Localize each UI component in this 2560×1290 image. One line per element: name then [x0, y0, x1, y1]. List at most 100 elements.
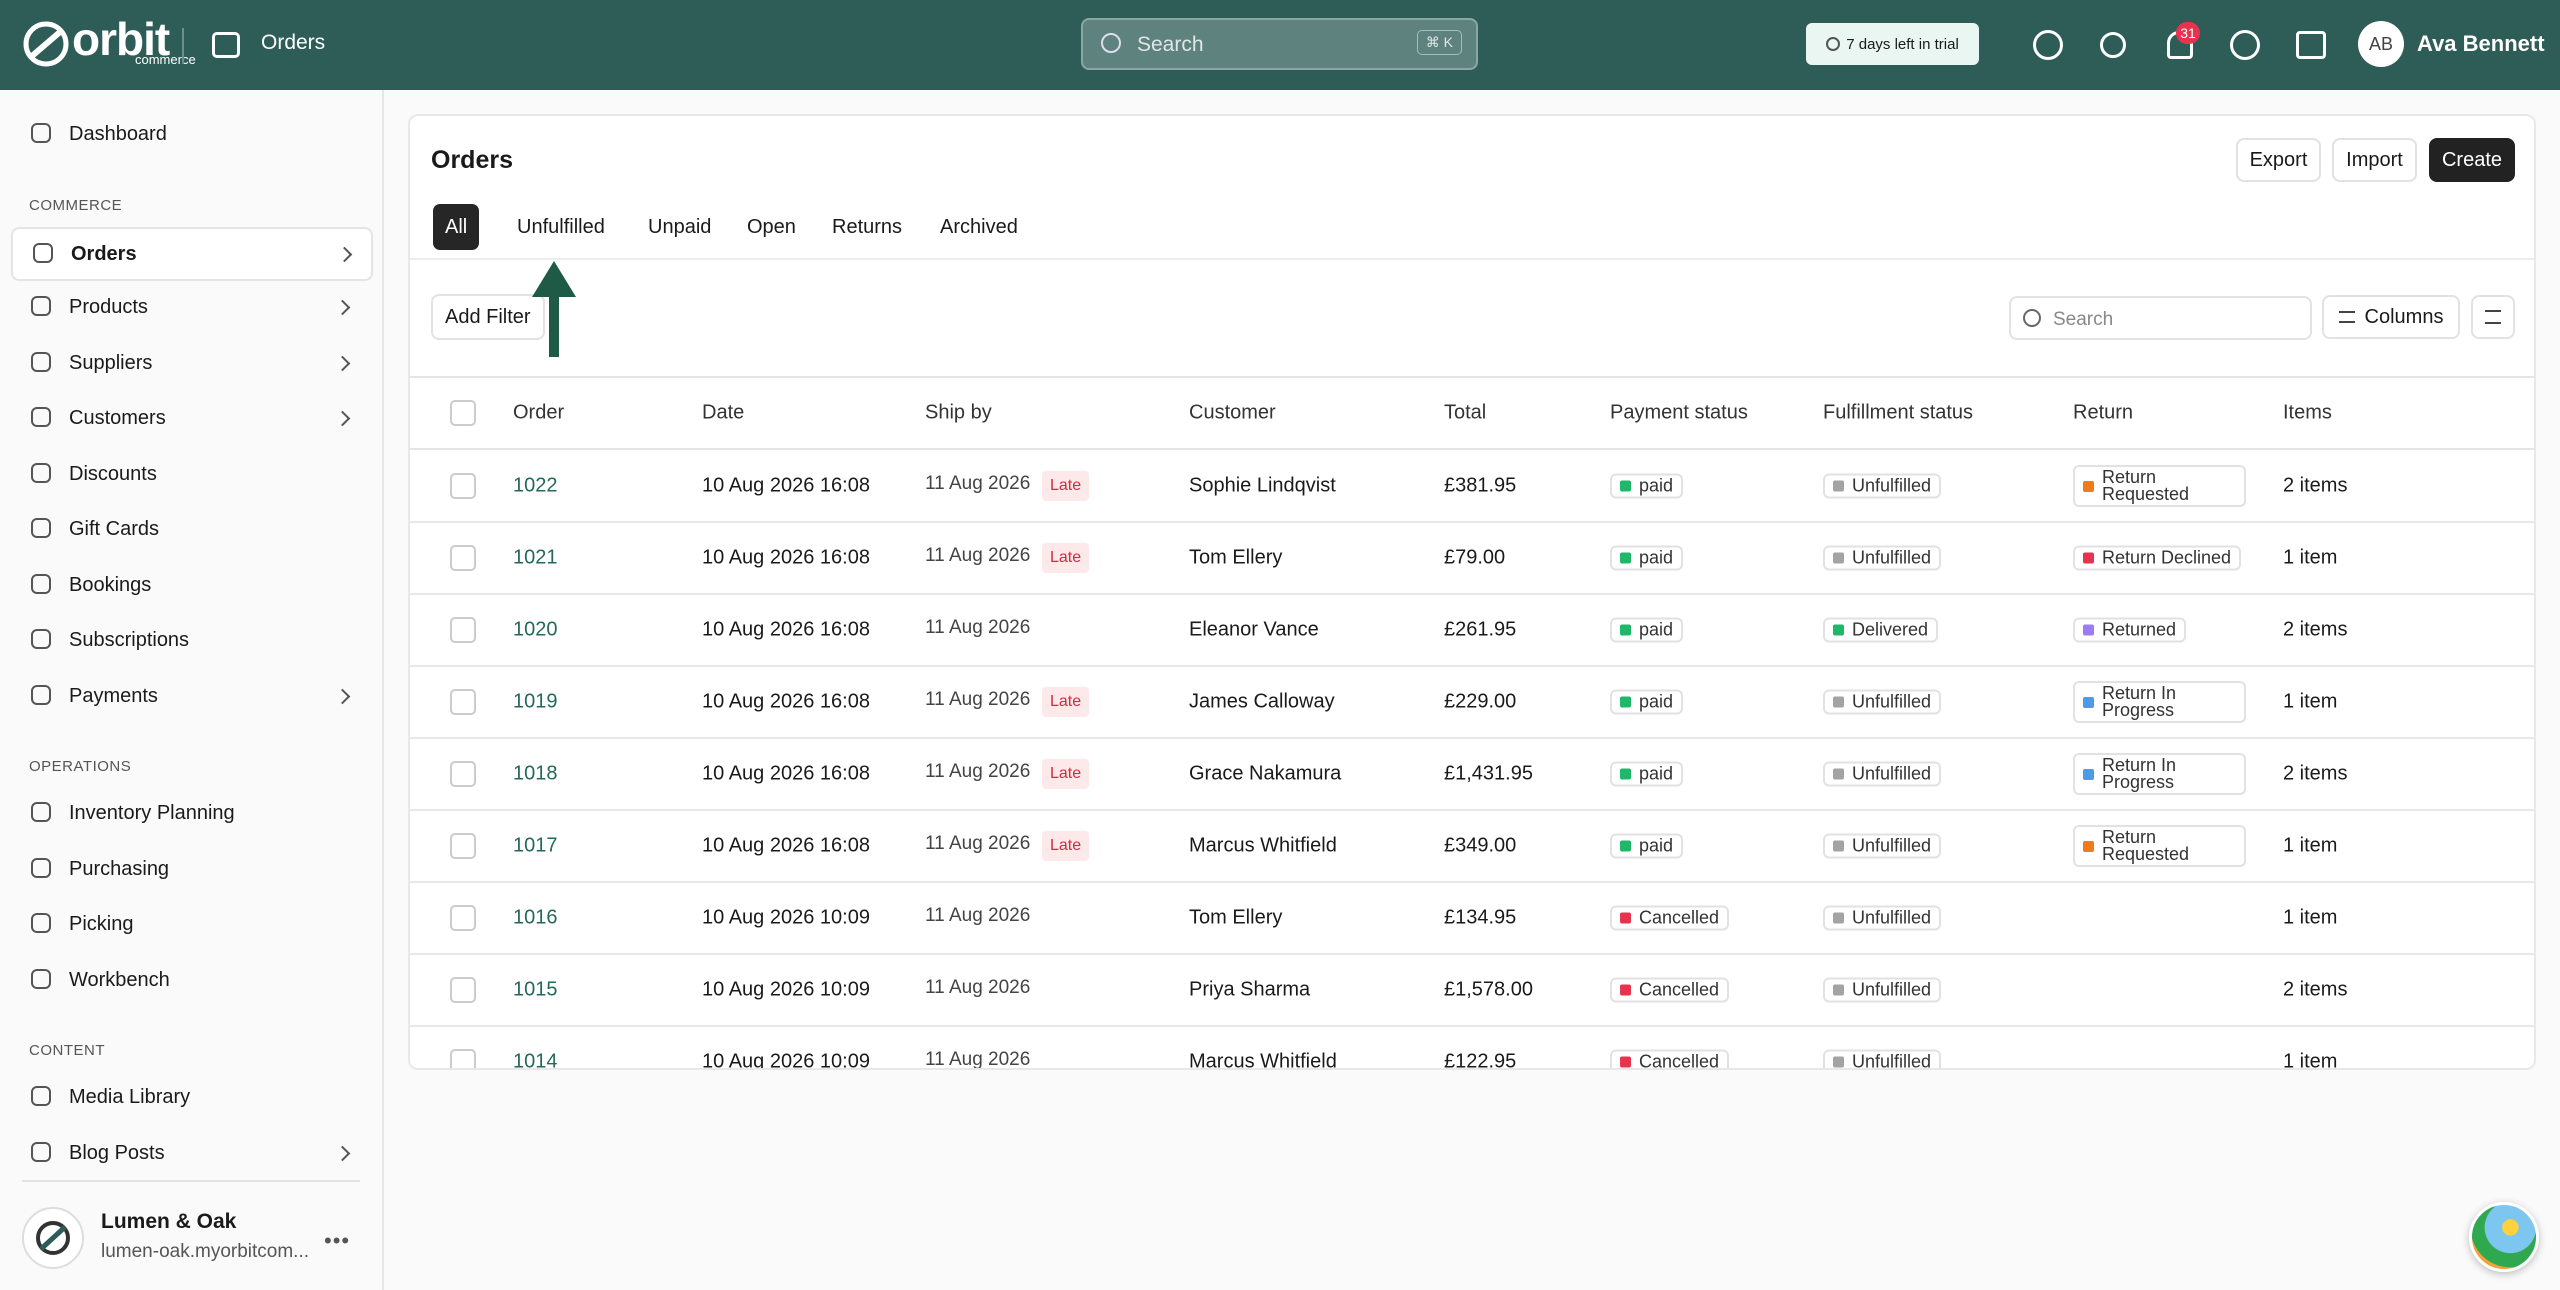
checkbox[interactable]: [450, 1049, 476, 1068]
order-link[interactable]: 1015: [513, 978, 558, 1001]
customer: Tom Ellery: [1189, 906, 1283, 929]
divider: [182, 28, 184, 64]
status-label: Return Requested: [2102, 827, 2190, 864]
row-border: [410, 521, 2534, 523]
tab[interactable]: Returns: [832, 216, 903, 238]
order-link[interactable]: 1016: [513, 906, 558, 929]
status-badge: Cancelled: [1610, 977, 1730, 1003]
checkbox[interactable]: [450, 400, 476, 426]
order-link[interactable]: 1018: [513, 762, 558, 785]
nav-label: Gift Cards: [69, 518, 160, 540]
nav-icon: [31, 573, 51, 594]
search-icon: [1101, 33, 1121, 53]
action-button[interactable]: Create: [2429, 138, 2515, 182]
search-box[interactable]: Search ⌘ K: [1081, 18, 1478, 70]
chevron: [334, 1145, 351, 1161]
checkbox[interactable]: [450, 833, 476, 859]
checkbox[interactable]: [450, 689, 476, 715]
sidebar-toggle[interactable]: [212, 32, 240, 58]
action-button[interactable]: Export: [2236, 138, 2321, 182]
nav-item[interactable]: Dashboard: [11, 109, 373, 163]
logo-mark: [23, 21, 69, 67]
nav-item[interactable]: Picking: [11, 899, 373, 953]
chevron: [334, 688, 351, 704]
customer: Tom Ellery: [1189, 546, 1283, 569]
tab[interactable]: Unpaid: [648, 216, 712, 238]
order-link[interactable]: 1019: [513, 690, 558, 713]
theme-icon[interactable]: [2100, 32, 2126, 58]
nav-label: Products: [69, 296, 148, 318]
checkbox[interactable]: [450, 977, 476, 1003]
checkbox[interactable]: [450, 761, 476, 787]
nav-item[interactable]: Payments: [11, 671, 373, 725]
nav-item[interactable]: Discounts: [11, 449, 373, 503]
tab[interactable]: Unfulfilled: [517, 216, 605, 238]
user-name[interactable]: Ava Bennett: [2417, 31, 2545, 56]
order-date: 10 Aug 2026 16:08: [702, 618, 870, 641]
store-menu[interactable]: •••: [324, 1228, 351, 1253]
store-icon[interactable]: [2296, 31, 2326, 59]
nav-item[interactable]: Suppliers: [11, 338, 373, 392]
nav-label: Payments: [69, 684, 158, 707]
total: £1,431.95: [1444, 762, 1533, 785]
nav-item[interactable]: Gift Cards: [11, 504, 373, 558]
items: 2 items: [2283, 618, 2348, 641]
tab[interactable]: All: [433, 204, 480, 250]
status-badge: Return Declined: [2073, 545, 2242, 571]
trial-badge[interactable]: 7 days left in trial: [1806, 23, 1979, 65]
nav-item[interactable]: Products: [11, 282, 373, 336]
tab[interactable]: Archived: [940, 216, 1018, 238]
nav-item[interactable]: Bookings: [11, 560, 373, 614]
nav-item[interactable]: Blog Posts: [11, 1128, 373, 1182]
checkbox[interactable]: [450, 905, 476, 931]
store-name: Lumen & Oak: [101, 1210, 237, 1233]
nav-label: Blog Posts: [69, 1141, 165, 1164]
nav-item[interactable]: Inventory Planning: [11, 788, 373, 842]
status-label: paid: [1639, 835, 1674, 856]
status-label: paid: [1639, 547, 1674, 568]
columns-button[interactable]: Columns: [2322, 295, 2460, 339]
notification-count: 31: [2176, 22, 2200, 44]
checkbox[interactable]: [450, 617, 476, 643]
divider: [22, 1180, 360, 1182]
status-label: paid: [1639, 763, 1674, 784]
chevron: [336, 246, 353, 262]
status-badge: Return In Progress: [2073, 681, 2246, 723]
status-label: Return In Progress: [2102, 683, 2177, 720]
add-filter-button[interactable]: Add Filter: [431, 294, 545, 340]
action-button[interactable]: Import: [2332, 138, 2417, 182]
assistant-icon[interactable]: [2033, 30, 2063, 60]
header-border: [410, 448, 2534, 450]
order-link[interactable]: 1020: [513, 618, 558, 641]
status-dot: [2083, 768, 2094, 780]
order-link[interactable]: 1022: [513, 474, 558, 497]
checkbox[interactable]: [450, 545, 476, 571]
nav-item[interactable]: Orders: [11, 226, 373, 281]
assistant-bubble[interactable]: [2469, 1202, 2539, 1272]
status-label: Delivered: [1852, 619, 1929, 640]
nav-label: Picking: [69, 913, 134, 935]
checkbox[interactable]: [450, 473, 476, 499]
nav-icon: [31, 913, 51, 933]
nav-item[interactable]: Workbench: [11, 955, 373, 1009]
avatar[interactable]: AB: [2358, 21, 2404, 67]
nav-item[interactable]: Purchasing: [11, 844, 373, 898]
column-header: Return: [2073, 401, 2134, 424]
nav-item[interactable]: Customers: [11, 393, 373, 447]
table-search[interactable]: Search: [2009, 296, 2312, 340]
sort-button[interactable]: [2471, 295, 2515, 339]
late-badge: Late: [1042, 471, 1090, 501]
ship-by: 11 Aug 2026: [925, 617, 1031, 638]
store-domain: lumen-oak.myorbitcom...: [101, 1241, 310, 1262]
order-link[interactable]: 1021: [513, 546, 558, 569]
order-link[interactable]: 1014: [513, 1050, 558, 1070]
order-link[interactable]: 1017: [513, 834, 558, 857]
nav-item[interactable]: Subscriptions: [11, 615, 373, 669]
status-badge: paid: [1610, 833, 1684, 859]
status-label: Unfulfilled: [1852, 763, 1932, 784]
help-icon[interactable]: [2230, 30, 2260, 60]
nav-item[interactable]: Media Library: [11, 1072, 373, 1126]
row-border: [410, 809, 2534, 811]
tab[interactable]: Open: [747, 216, 796, 238]
